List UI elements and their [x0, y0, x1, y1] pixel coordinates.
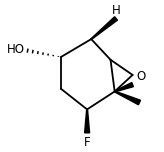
Text: HO: HO: [6, 43, 24, 56]
Text: F: F: [84, 136, 90, 149]
Text: H: H: [112, 4, 121, 17]
Polygon shape: [91, 17, 117, 39]
Polygon shape: [114, 91, 141, 105]
Polygon shape: [114, 83, 133, 92]
Text: O: O: [136, 70, 145, 83]
Polygon shape: [85, 109, 90, 133]
